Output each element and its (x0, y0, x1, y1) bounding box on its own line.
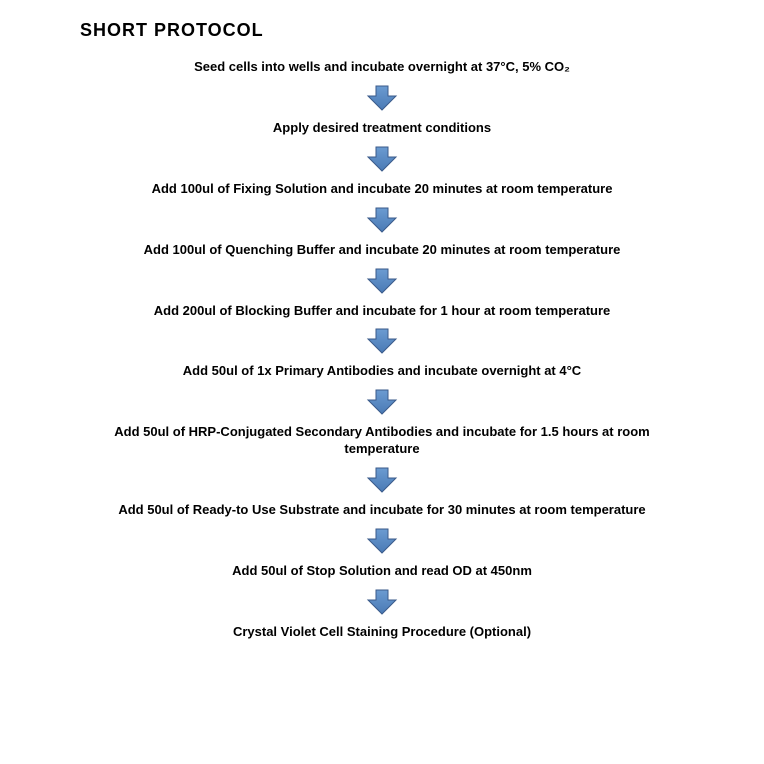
down-arrow-icon (366, 206, 398, 234)
protocol-step: Add 200ul of Blocking Buffer and incubat… (154, 303, 611, 320)
protocol-step: Apply desired treatment conditions (273, 120, 491, 137)
protocol-flowchart: Seed cells into wells and incubate overn… (40, 59, 724, 641)
down-arrow-icon (366, 527, 398, 555)
down-arrow-icon (366, 388, 398, 416)
protocol-step: Add 50ul of Stop Solution and read OD at… (232, 563, 532, 580)
protocol-step: Add 50ul of 1x Primary Antibodies and in… (183, 363, 581, 380)
protocol-step: Add 100ul of Fixing Solution and incubat… (152, 181, 613, 198)
down-arrow-icon (366, 267, 398, 295)
protocol-step: Seed cells into wells and incubate overn… (194, 59, 570, 76)
down-arrow-icon (366, 327, 398, 355)
protocol-step: Crystal Violet Cell Staining Procedure (… (233, 624, 531, 641)
protocol-title: SHORT PROTOCOL (80, 20, 724, 41)
protocol-step: Add 100ul of Quenching Buffer and incuba… (144, 242, 621, 259)
down-arrow-icon (366, 466, 398, 494)
protocol-step: Add 50ul of HRP-Conjugated Secondary Ant… (92, 424, 672, 458)
protocol-step: Add 50ul of Ready-to Use Substrate and i… (118, 502, 645, 519)
down-arrow-icon (366, 588, 398, 616)
down-arrow-icon (366, 145, 398, 173)
down-arrow-icon (366, 84, 398, 112)
